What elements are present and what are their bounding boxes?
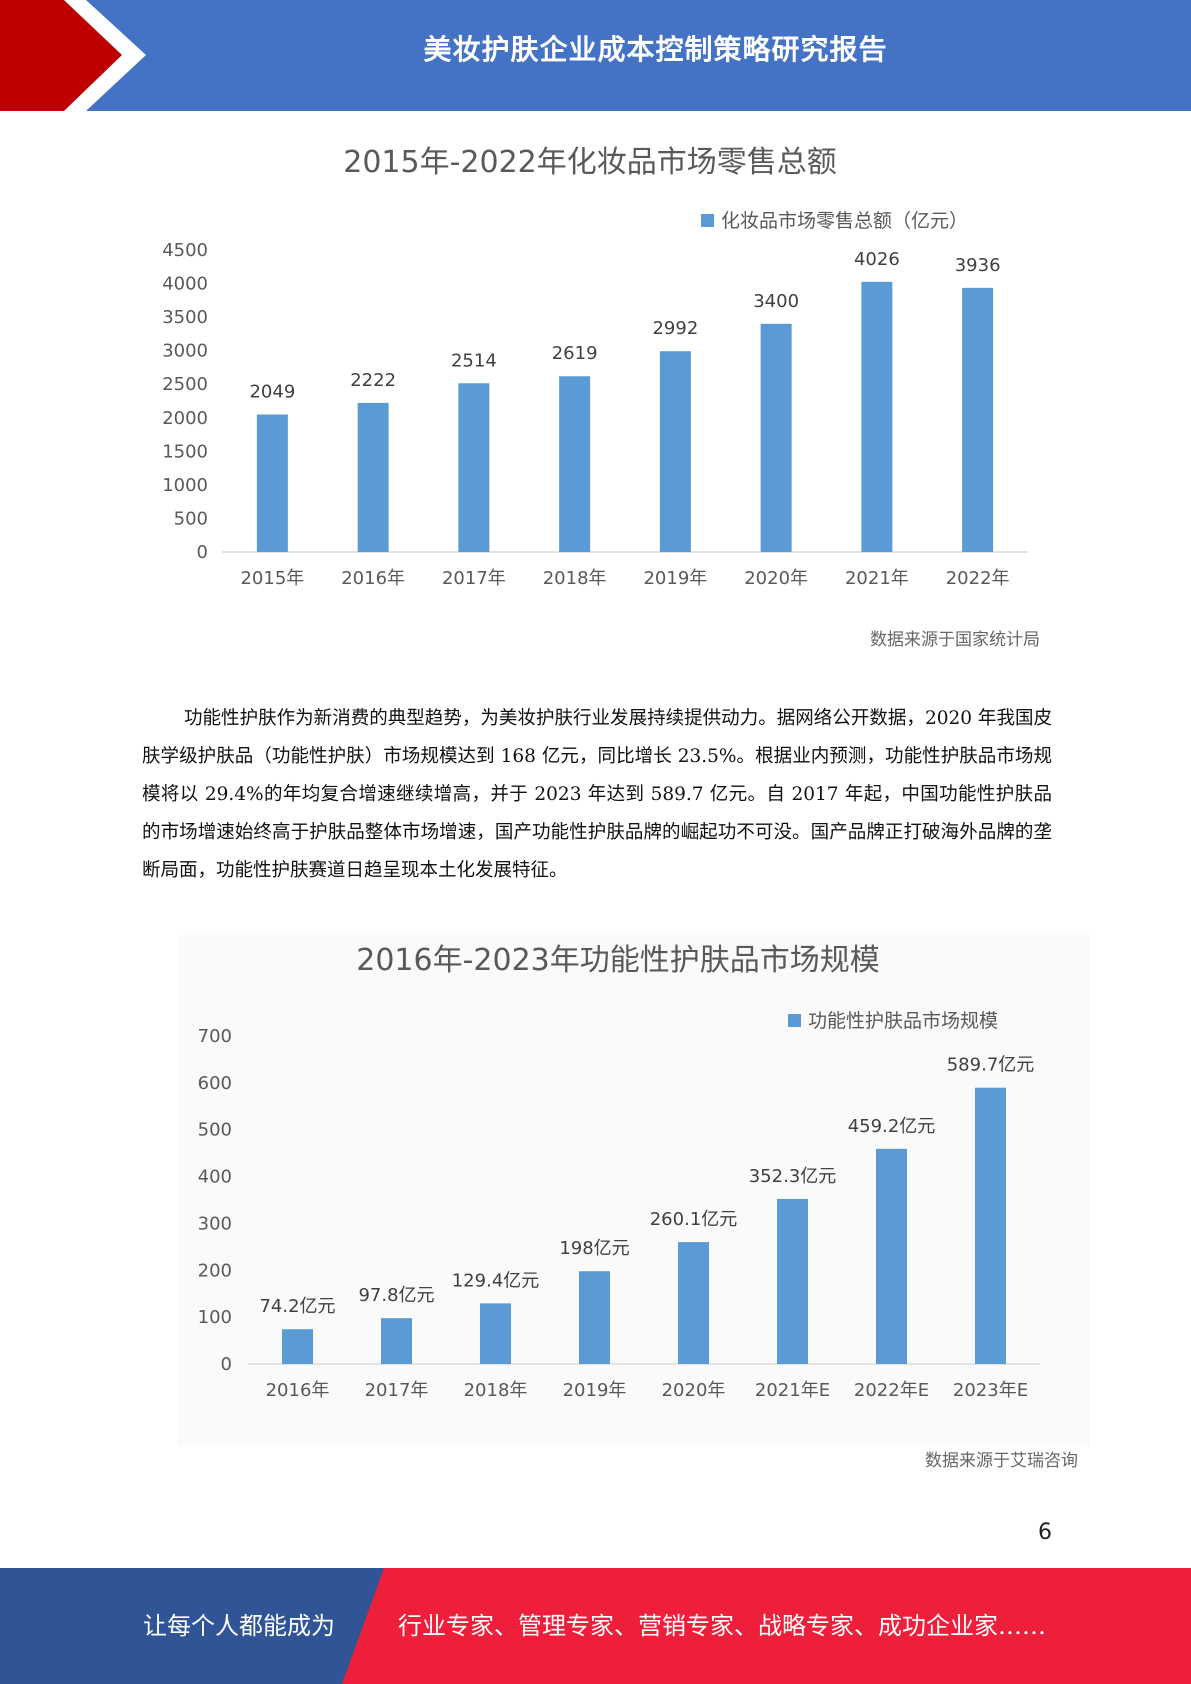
bar xyxy=(861,281,893,552)
bar xyxy=(962,287,994,552)
data-label: 198亿元 xyxy=(559,1238,629,1259)
category-label: 2019年 xyxy=(643,568,707,589)
bar xyxy=(579,1271,610,1364)
chart-title: 2015年-2022年化妆品市场零售总额 xyxy=(343,145,837,180)
data-label: 129.4亿元 xyxy=(452,1270,540,1291)
body-paragraph: 功能性护肤作为新消费的典型趋势，为美妆护肤行业发展持续提供动力。据网络公开数据，… xyxy=(142,708,1052,881)
data-label: 2619 xyxy=(552,343,598,364)
legend-label: 化妆品市场零售总额（亿元） xyxy=(721,210,968,232)
y-tick-label: 2500 xyxy=(162,374,208,395)
category-label: 2021年 xyxy=(845,568,909,589)
y-tick-label: 0 xyxy=(221,1354,232,1375)
bar xyxy=(256,414,288,552)
category-label: 2020年 xyxy=(662,1380,726,1401)
data-label: 97.8亿元 xyxy=(358,1285,434,1306)
functional-skincare-chart: 2016年-2023年功能性护肤品市场规模功能性护肤品市场规模 0 100 200 30… xyxy=(178,935,1090,1445)
category-label: 2023年E xyxy=(953,1380,1028,1401)
y-tick-label: 400 xyxy=(198,1167,232,1188)
page-header: 美妆护肤企业成本控制策略研究报告 xyxy=(0,0,1191,111)
category-label: 2022年 xyxy=(946,568,1010,589)
chart1-source: 数据来源于国家统计局 xyxy=(870,630,1040,650)
legend-label: 功能性护肤品市场规模 xyxy=(808,1010,998,1032)
data-label: 4026 xyxy=(854,249,900,270)
category-label: 2016年 xyxy=(341,568,405,589)
category-label: 2020年 xyxy=(744,568,808,589)
bar xyxy=(357,402,389,552)
y-tick-label: 700 xyxy=(198,1026,232,1047)
category-label: 2018年 xyxy=(464,1380,528,1401)
footer-slogan-left: 让每个人都能成为 xyxy=(143,1612,335,1640)
header-red-arrow-shape xyxy=(0,0,146,111)
y-tick-label: 3000 xyxy=(162,341,208,362)
bar xyxy=(876,1148,907,1364)
data-label: 459.2亿元 xyxy=(848,1116,936,1137)
page-footer: 让每个人都能成为 行业专家、管理专家、营销专家、战略专家、成功企业家…… xyxy=(0,1568,1191,1684)
data-label: 3936 xyxy=(955,255,1001,276)
footer-blue-shape xyxy=(0,1568,384,1684)
data-label: 2049 xyxy=(249,381,295,402)
y-tick-label: 2000 xyxy=(162,408,208,429)
legend-swatch xyxy=(701,214,714,227)
bar xyxy=(678,1242,709,1364)
category-label: 2019年 xyxy=(563,1380,627,1401)
category-label: 2022年E xyxy=(854,1380,929,1401)
data-label: 352.3亿元 xyxy=(749,1166,837,1187)
category-label: 2015年 xyxy=(240,568,304,589)
y-tick-label: 300 xyxy=(198,1213,232,1234)
chart-title: 2016年-2023年功能性护肤品市场规模 xyxy=(356,943,880,978)
y-tick-label: 600 xyxy=(198,1073,232,1094)
page-number: 6 xyxy=(1038,1520,1052,1545)
bar xyxy=(559,376,591,552)
bar xyxy=(458,383,490,552)
bar xyxy=(659,351,691,552)
footer-slogan-right: 行业专家、管理专家、营销专家、战略专家、成功企业家…… xyxy=(398,1612,1046,1640)
y-tick-label: 0 xyxy=(197,542,208,563)
y-tick-label: 500 xyxy=(198,1120,232,1141)
category-label: 2017年 xyxy=(442,568,506,589)
y-tick-label: 4000 xyxy=(162,274,208,295)
y-tick-label: 500 xyxy=(174,508,208,529)
y-tick-label: 3500 xyxy=(162,307,208,328)
y-tick-label: 4500 xyxy=(162,240,208,261)
data-label: 74.2亿元 xyxy=(259,1296,335,1317)
bar xyxy=(480,1303,511,1364)
y-tick-label: 200 xyxy=(198,1260,232,1281)
category-label: 2018年 xyxy=(543,568,607,589)
y-tick-label: 1500 xyxy=(162,441,208,462)
data-label: 2992 xyxy=(652,318,698,339)
data-label: 589.7亿元 xyxy=(947,1055,1035,1076)
category-label: 2016年 xyxy=(266,1380,330,1401)
y-tick-label: 100 xyxy=(198,1307,232,1328)
bar xyxy=(975,1087,1006,1364)
y-tick-label: 1000 xyxy=(162,475,208,496)
retail-sales-chart: 2015年-2022年化妆品市场零售总额化妆品市场零售总额（亿元） 0 500 100… xyxy=(150,125,1050,665)
legend-swatch xyxy=(788,1014,801,1027)
data-label: 260.1亿元 xyxy=(650,1209,738,1230)
bar xyxy=(760,323,792,552)
chart2-source: 数据来源于艾瑞咨询 xyxy=(925,1451,1078,1471)
report-title: 美妆护肤企业成本控制策略研究报告 xyxy=(423,33,888,66)
data-label: 2222 xyxy=(350,370,396,391)
category-label: 2021年E xyxy=(755,1380,830,1401)
bar xyxy=(777,1198,808,1364)
bar xyxy=(381,1318,412,1364)
data-label: 3400 xyxy=(753,291,799,312)
bar xyxy=(282,1329,313,1364)
data-label: 2514 xyxy=(451,350,497,371)
category-label: 2017年 xyxy=(365,1380,429,1401)
